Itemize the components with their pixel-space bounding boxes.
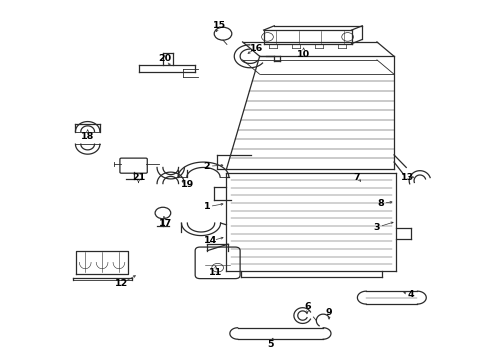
Text: 10: 10 xyxy=(297,50,310,59)
Text: 5: 5 xyxy=(267,340,273,349)
Text: 3: 3 xyxy=(374,223,380,232)
Text: 12: 12 xyxy=(115,279,128,288)
Text: 17: 17 xyxy=(159,219,172,228)
Text: 16: 16 xyxy=(250,44,263,53)
Text: 9: 9 xyxy=(326,308,332,317)
Text: 20: 20 xyxy=(158,54,171,63)
Text: 6: 6 xyxy=(304,302,311,311)
Text: 18: 18 xyxy=(81,132,95,141)
Text: 21: 21 xyxy=(132,173,145,182)
Text: 8: 8 xyxy=(377,199,384,208)
Text: 2: 2 xyxy=(203,162,210,171)
Text: 7: 7 xyxy=(353,173,360,182)
Text: 15: 15 xyxy=(213,21,226,30)
Text: 11: 11 xyxy=(209,268,222,277)
Text: 19: 19 xyxy=(181,180,194,189)
Text: 13: 13 xyxy=(401,173,414,182)
Text: 4: 4 xyxy=(408,289,415,298)
Text: 14: 14 xyxy=(204,237,218,246)
Text: 1: 1 xyxy=(203,202,210,211)
